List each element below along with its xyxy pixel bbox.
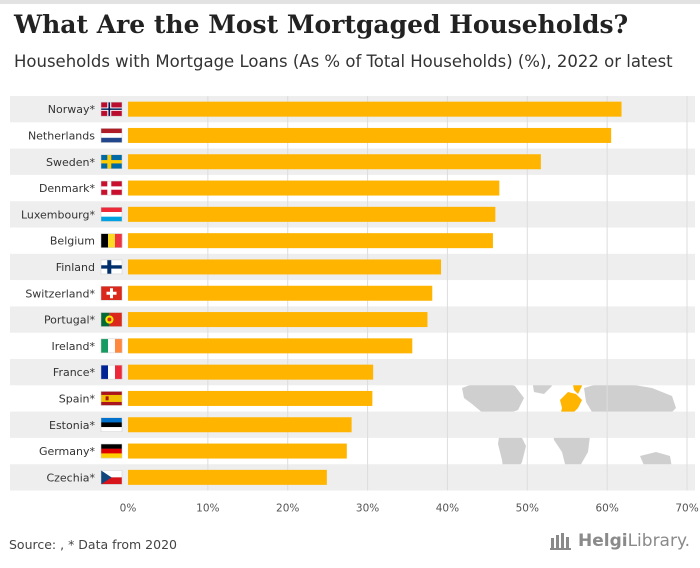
flag-czechia-icon <box>100 470 123 485</box>
logo-secondary: Library. <box>627 531 690 551</box>
category-label: Netherlands <box>28 129 95 142</box>
flag-spain-icon <box>100 391 123 406</box>
chart-title: What Are the Most Mortgaged Households? <box>14 10 629 39</box>
chart-subtitle: Households with Mortgage Loans (As % of … <box>14 52 673 71</box>
bar <box>128 233 493 249</box>
bar <box>128 364 374 380</box>
flag-finland-icon <box>100 259 123 275</box>
top-border <box>0 0 700 4</box>
bar <box>128 312 428 328</box>
library-icon <box>549 533 571 550</box>
source-note: Source: , * Data from 2020 <box>9 537 177 552</box>
flag-denmark-icon <box>100 180 123 196</box>
x-tick-label: 70% <box>675 503 698 515</box>
category-label: Sweden* <box>46 156 95 169</box>
helgilibrary-logo: HelgiLibrary. <box>549 531 690 551</box>
flag-switzerland-icon <box>100 286 123 301</box>
flag-sweden-icon <box>100 154 123 169</box>
bar <box>128 417 352 433</box>
category-label: Spain* <box>59 392 96 405</box>
bar <box>128 206 496 222</box>
logo-primary: Helgi <box>577 531 628 551</box>
category-label: Ireland* <box>51 340 95 353</box>
flag-estonia-icon <box>100 417 123 432</box>
category-label: Switzerland* <box>25 287 95 300</box>
category-label: France* <box>53 366 96 379</box>
bar <box>128 443 347 459</box>
x-tick-label: 20% <box>276 503 299 515</box>
bar <box>128 285 433 301</box>
category-label: Portugal* <box>44 314 96 327</box>
bar <box>128 469 327 485</box>
category-label: Belgium <box>50 235 95 248</box>
bar <box>128 390 373 406</box>
x-tick-label: 30% <box>356 503 379 515</box>
flag-netherlands-icon <box>100 128 123 143</box>
category-label: Czechia* <box>46 471 95 484</box>
x-tick-label: 10% <box>196 503 219 515</box>
row-stripe <box>10 464 695 491</box>
flag-france-icon <box>100 364 123 380</box>
flag-norway-icon <box>100 101 123 117</box>
flag-belgium-icon <box>100 233 123 248</box>
flag-ireland-icon <box>100 338 123 354</box>
bar <box>128 127 612 143</box>
x-tick-label: 50% <box>516 503 539 515</box>
row-stripe <box>10 411 695 438</box>
category-label: Estonia* <box>49 419 95 432</box>
category-label: Finland <box>56 261 95 274</box>
bar <box>128 338 413 354</box>
category-label: Germany* <box>39 445 96 458</box>
flag-portugal-icon <box>100 312 123 327</box>
flag-germany-icon <box>100 443 123 459</box>
x-tick-label: 0% <box>120 503 137 515</box>
category-label: Luxembourg* <box>21 208 96 221</box>
x-tick-label: 60% <box>595 503 618 515</box>
x-tick-label: 40% <box>436 503 459 515</box>
category-label: Norway* <box>48 103 96 116</box>
bar <box>128 154 541 170</box>
flag-luxembourg-icon <box>100 207 123 222</box>
category-label: Denmark* <box>39 182 96 195</box>
bar <box>128 259 442 275</box>
bar <box>128 180 500 196</box>
bar <box>128 101 622 117</box>
